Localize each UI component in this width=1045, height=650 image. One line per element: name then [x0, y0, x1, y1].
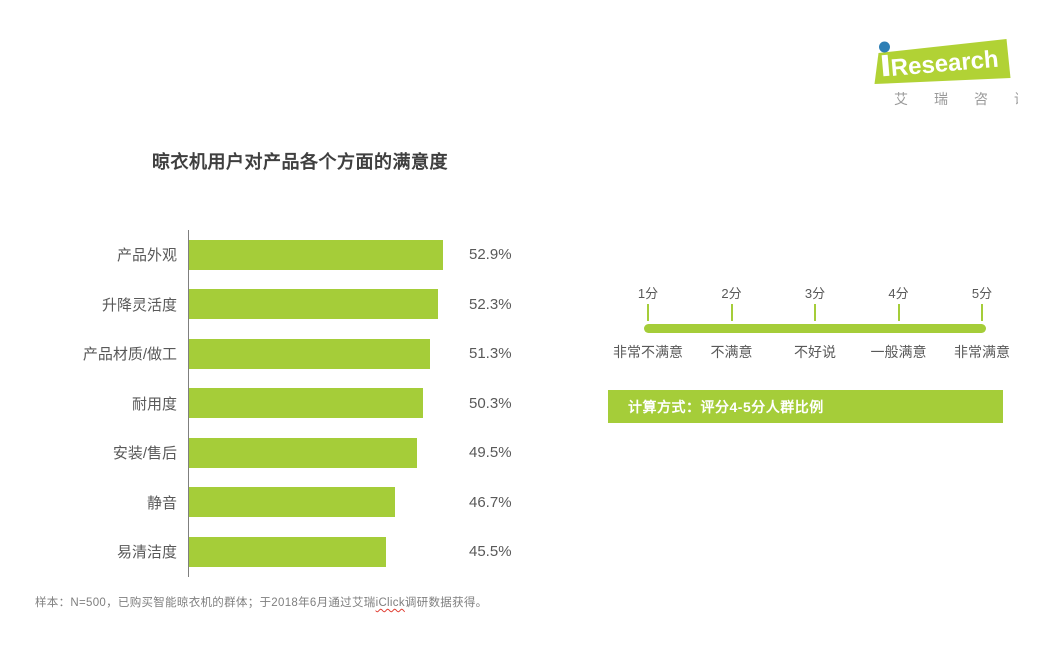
category-label: 升降灵活度 [101, 296, 177, 314]
scale-line [644, 324, 986, 333]
bar-rows: 产品外观 52.9% 升降灵活度 52.3% 产品材质/做工 51.3% 耐用度 50.3% 安… [50, 230, 512, 577]
scale-tick [814, 304, 816, 321]
logo-banner-shape [874, 39, 1011, 84]
footnote-suffix: 调研数据获得。 [404, 597, 488, 609]
value-label: 46.7% [469, 493, 512, 511]
scale-tick [730, 304, 733, 321]
bar-row: 产品外观 52.9% [50, 230, 512, 280]
category-label: 静音 [146, 494, 177, 512]
value-label: 49.5% [469, 444, 512, 462]
scale-score-label: 5分 [971, 286, 993, 301]
footnote-prefix: 样本：N=500，已购买智能晾衣机的群体；于2018年6月通过艾瑞 [35, 597, 376, 609]
bar [189, 487, 395, 518]
bar-row: 安装/售后 49.5% [50, 428, 512, 478]
bar [189, 437, 417, 468]
value-label: 51.3% [469, 345, 512, 363]
bar-track [188, 527, 459, 577]
bar [189, 289, 439, 320]
scale-description-label: 一般满意 [870, 344, 927, 360]
scale-description-label: 非常不满意 [613, 344, 683, 360]
bar-row: 升降灵活度 52.3% [50, 279, 512, 329]
bar-track [188, 477, 459, 527]
scale-score-label: 3分 [804, 286, 826, 301]
category-label: 耐用度 [131, 395, 177, 413]
iresearch-logo-chinese: 艾瑞咨询 [894, 91, 1018, 107]
scale-score-label: 2分 [721, 286, 742, 301]
value-label: 52.3% [469, 295, 512, 313]
iresearch-logo-banner: Research [874, 39, 1011, 84]
bar-row: 静音 46.7% [50, 477, 512, 527]
iresearch-logo: Research 艾瑞咨询 [868, 38, 1018, 109]
scale-score-label: 1分 [637, 286, 659, 301]
scale-tick [897, 304, 900, 321]
bar-track [188, 230, 459, 280]
category-label: 产品材质/做工 [82, 346, 177, 364]
bar [189, 338, 431, 369]
category-label: 易清洁度 [116, 544, 177, 562]
bar-track [188, 428, 459, 478]
score-scale-legend: 1分 2分 3分 4分 5分 非常不满意 不满意 不好说 一般满意 非常满意 [613, 283, 1010, 363]
category-label: 安装/售后 [112, 445, 177, 463]
scale-score-label: 4分 [888, 286, 909, 301]
logo-i-stem [881, 54, 890, 77]
bar-row: 易清洁度 45.5% [50, 527, 512, 577]
bar [189, 239, 443, 270]
bar-track [188, 378, 459, 428]
value-label: 52.9% [469, 246, 512, 264]
scale-description-label: 不好说 [794, 344, 836, 360]
bar-track [188, 329, 459, 379]
value-label: 45.5% [469, 543, 512, 561]
bar [189, 536, 386, 567]
value-label: 50.3% [469, 394, 512, 412]
footnote: 样本：N=500，已购买智能晾衣机的群体；于2018年6月通过艾瑞iClick调… [35, 594, 487, 610]
chart-title: 晾衣机用户对产品各个方面的满意度 [152, 152, 448, 172]
scale-description-label: 非常满意 [954, 344, 1010, 360]
bar-row: 耐用度 50.3% [50, 378, 512, 428]
scale-tick [647, 304, 649, 321]
bar-row: 产品材质/做工 51.3% [50, 329, 512, 379]
bar-chart: 产品外观 52.9% 升降灵活度 52.3% 产品材质/做工 51.3% 耐用度 50.3% 安… [50, 230, 512, 577]
footnote-spellcheck-word: iClick [375, 597, 405, 609]
method-note-text: 计算方式：评分4-5分人群比例 [628, 398, 824, 415]
scale-description-label: 不满意 [710, 344, 753, 360]
category-label: 产品外观 [116, 247, 177, 265]
bar-track [188, 279, 459, 329]
logo-i-dot [879, 41, 890, 53]
bar [189, 388, 423, 419]
method-note-box: 计算方式：评分4-5分人群比例 [608, 390, 1003, 423]
scale-tick [981, 304, 983, 321]
